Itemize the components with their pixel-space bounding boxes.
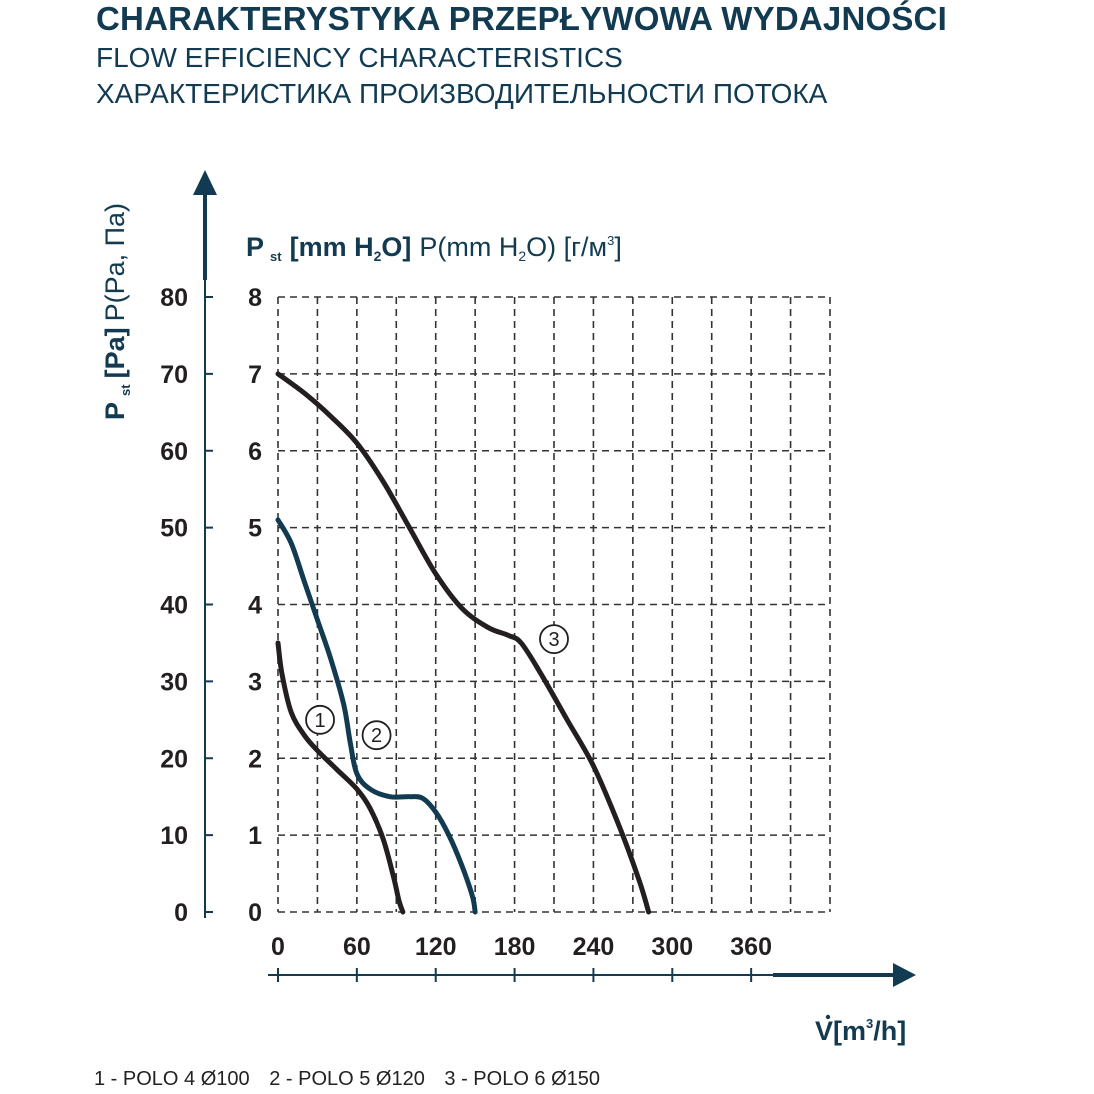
- y-tick-label-mm: 2: [248, 745, 262, 773]
- bottom-x-axis-arrow: [893, 963, 916, 987]
- y-tick-label-pa: 30: [160, 668, 188, 696]
- x-axis-label: V[m3/h]: [815, 1016, 906, 1046]
- x-tick-label: 180: [494, 933, 536, 961]
- y-tick-label-pa: 20: [160, 745, 188, 773]
- y-tick-label-pa: 0: [174, 899, 188, 927]
- outer-y-axis-arrow-shaft: [203, 194, 207, 280]
- x-tick-label: 360: [730, 933, 772, 961]
- series-marker-circle-3: [539, 624, 569, 654]
- y-axis-label-outer: Pst[Pa]P(Pa, Па): [100, 203, 133, 420]
- y-tick-label-mm: 6: [248, 438, 262, 466]
- y-tick-label-pa: 50: [160, 515, 188, 543]
- y-tick-label-mm: 8: [248, 284, 262, 312]
- bottom-x-axis-arrow-shaft: [773, 973, 895, 977]
- y-tick-label-mm: 4: [248, 592, 262, 620]
- y-tick-label-pa: 80: [160, 284, 188, 312]
- x-tick-label: 60: [343, 933, 371, 961]
- legend: 1 - POLO 4 Ø100 2 - POLO 5 Ø120 3 - POLO…: [94, 1068, 614, 1091]
- x-tick-label: 120: [415, 933, 457, 961]
- series-marker-circle-2: [361, 720, 392, 751]
- x-tick-label: 0: [271, 933, 285, 961]
- y-tick-label-pa: 60: [160, 438, 188, 466]
- y-tick-label-pa: 70: [160, 361, 188, 389]
- x-tick-label: 240: [573, 933, 615, 961]
- axes: [193, 170, 916, 987]
- y-tick-label-pa: 10: [160, 822, 188, 850]
- x-axis-label-dot: [825, 1014, 831, 1020]
- legend-item-1: 1 - POLO 4 Ø100: [94, 1068, 250, 1090]
- series-marker-label-1: 1: [314, 710, 325, 732]
- y-tick-label-mm: 5: [248, 515, 262, 543]
- series-marker-label-2: 2: [371, 725, 382, 747]
- y-tick-label-mm: 7: [248, 361, 262, 389]
- outer-y-axis-arrow: [193, 170, 217, 195]
- grid: [277, 296, 831, 913]
- series: 1 2 3: [275, 371, 652, 915]
- x-tick-label: 300: [651, 933, 693, 961]
- series-line-3: [275, 371, 652, 915]
- series-marker-label-3: 3: [548, 629, 559, 651]
- series-marker-circle-1: [305, 704, 335, 735]
- chart-subtitle-en: FLOW EFFICIENCY CHARACTERISTICS: [96, 42, 623, 73]
- y-tick-label-mm: 3: [248, 668, 262, 696]
- chart-subtitle-ru: ХАРАКТЕРИСТИКА ПРОИЗВОДИТЕЛЬНОСТИ ПОТОКА: [96, 78, 828, 109]
- series-line-2: [275, 517, 478, 915]
- legend-item-2: 2 - POLO 5 Ø120: [269, 1068, 425, 1090]
- y-tick-label-mm: 1: [248, 822, 262, 850]
- legend-item-3: 3 - POLO 6 Ø150: [444, 1068, 601, 1090]
- series-line-1: [275, 640, 406, 915]
- y-tick-label-mm: 0: [248, 899, 262, 927]
- chart-title: CHARAKTERYSTYKA PRZEPŁYWOWA WYDAJNOŚCI: [96, 0, 947, 37]
- y-tick-label-pa: 40: [160, 592, 188, 620]
